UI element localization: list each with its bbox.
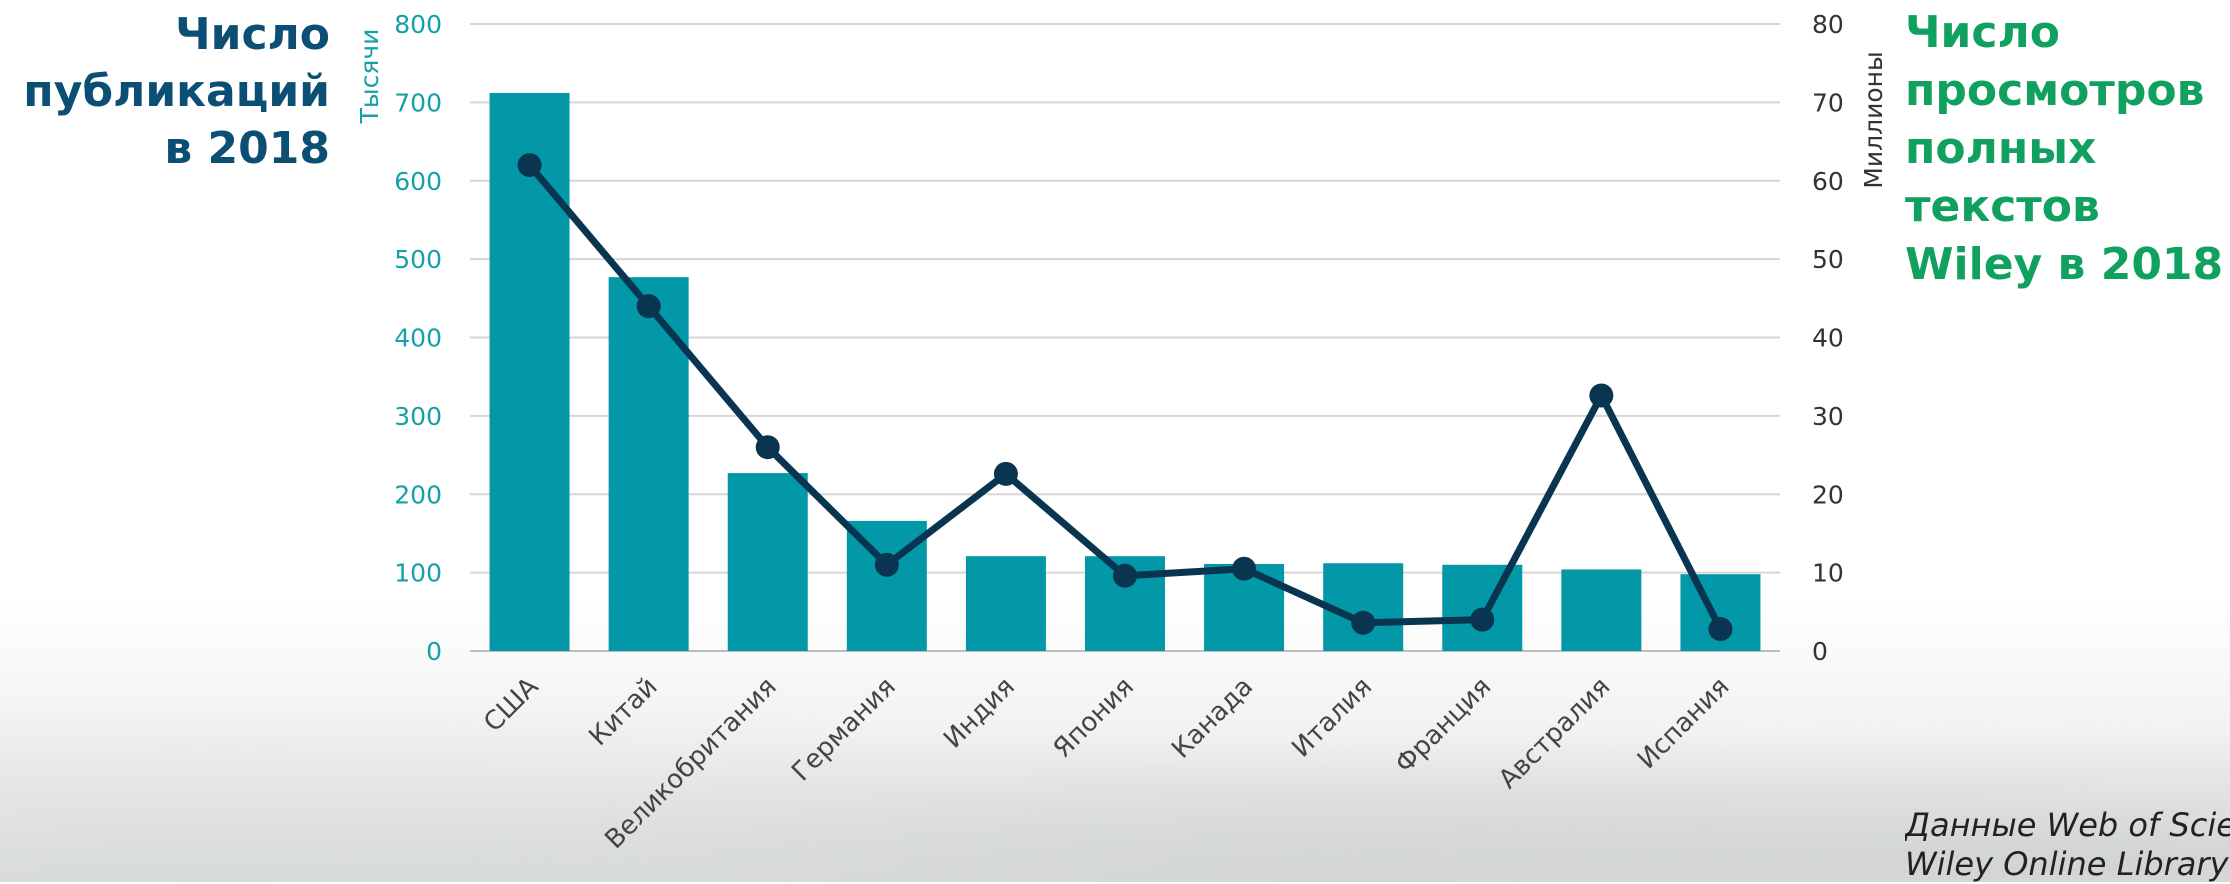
bar [965,556,1046,651]
left-tick-label: 200 [394,480,442,509]
line-point [1470,607,1495,632]
bar [727,473,808,651]
left-title-line: в 2018 [164,123,330,174]
left-axis-title: Тысячи [355,29,384,125]
line-point [755,435,780,460]
left-tick-label: 700 [394,88,442,117]
line-point [874,552,899,577]
category-label: Китай [583,672,663,752]
right-axis-title: Миллионы [1859,51,1888,188]
line-point [1589,383,1614,408]
line-point [517,153,542,178]
right-tick-label: 60 [1812,167,1844,196]
right-tick-label: 70 [1812,88,1844,117]
left-tick-label: 400 [394,324,442,353]
right-title-line: просмотров [1905,65,2205,116]
bar [489,92,570,652]
left-tick-label: 300 [394,402,442,431]
right-title-line: Wiley в 2018 [1905,239,2224,290]
right-title: Число просмотров полных текстов Wiley в … [1905,4,2225,294]
line-point [1708,617,1733,642]
left-title: Число публикаций в 2018 [10,6,330,177]
right-tick-label: 10 [1812,559,1844,588]
line-point [636,294,661,319]
left-tick-label: 800 [394,10,442,39]
category-label: Канада [1166,672,1259,765]
right-tick-label: 20 [1812,480,1844,509]
left-tick-label: 500 [394,245,442,274]
line-point [1232,556,1257,581]
left-tick-label: 0 [426,637,442,666]
left-title-line: Число [175,9,330,60]
right-title-line: Число [1905,7,2060,58]
line-point [993,461,1018,486]
left-tick-label: 100 [394,559,442,588]
category-label: Австралия [1493,672,1616,795]
category-label: Индия [938,672,1021,755]
right-tick-label: 30 [1812,402,1844,431]
category-label: США [478,672,544,738]
line-point [1351,610,1376,635]
right-tick-label: 50 [1812,245,1844,274]
right-title-line: полных [1905,123,2097,174]
line-point [1113,563,1137,588]
category-label: Япония [1048,672,1140,764]
source-note: Данные Web of Science и Wiley Online Lib… [1905,806,2230,884]
category-label: Франция [1390,672,1498,780]
category-label: Германия [786,672,902,788]
source-line: Данные Web of Science и [1905,806,2230,844]
left-title-line: публикаций [23,66,330,117]
bar [1561,569,1642,651]
right-tick-label: 80 [1812,10,1844,39]
left-tick-label: 600 [394,167,442,196]
bar [608,277,689,651]
right-tick-label: 0 [1812,637,1828,666]
source-line: Wiley Online Library [1905,845,2229,883]
background-fog [0,672,2230,882]
right-tick-label: 40 [1812,324,1844,353]
right-title-line: текстов [1905,181,2100,232]
category-label: Испания [1632,672,1735,775]
category-label: Италия [1286,672,1378,764]
